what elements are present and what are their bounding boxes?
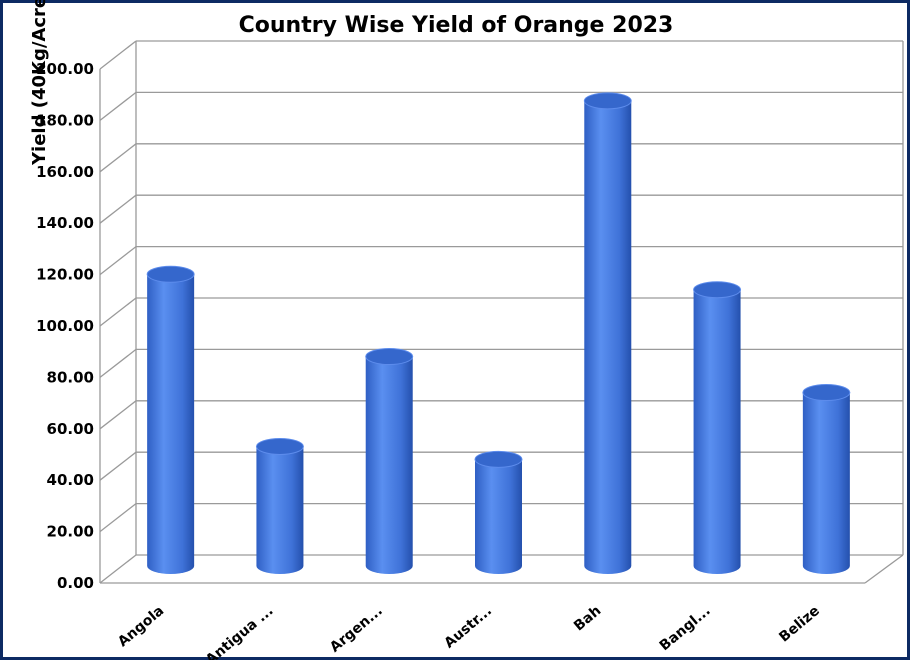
bar-body	[693, 289, 741, 574]
y-tick-label: 80.00	[47, 368, 94, 386]
y-tick-label: 140.00	[36, 214, 94, 232]
bar	[365, 348, 414, 574]
gridline-side	[99, 451, 137, 481]
y-tick-label: 160.00	[36, 163, 94, 181]
y-axis-label: Yield (40Kg/Acre)	[29, 0, 50, 166]
bar-body	[147, 274, 195, 574]
y-axis: 0.00 20.00 40.00 60.00 80.00 100.00 120.00 140.…	[36, 60, 94, 592]
y-tick-label: 100.00	[36, 317, 94, 335]
x-tick-label: Angola	[115, 603, 167, 650]
bar	[802, 384, 851, 574]
y-tick-label: 200.00	[36, 60, 94, 78]
y-tick-label: 180.00	[36, 111, 94, 129]
bar-body	[475, 459, 522, 574]
chart-title: Country Wise Yield of Orange 2023	[238, 13, 674, 38]
bar	[583, 92, 632, 574]
bar-top	[146, 265, 195, 283]
x-axis-labels: Angola Antigua ... Argen... Austr... Bah Bang…	[115, 603, 823, 660]
bar-top	[802, 384, 851, 402]
bar-body	[365, 356, 413, 574]
bar-body	[802, 392, 850, 574]
bar-top	[474, 450, 523, 468]
x-tick-label: Austr...	[441, 603, 495, 652]
bar	[146, 265, 195, 574]
bar-top	[693, 281, 742, 299]
gridline-side	[99, 400, 137, 430]
gridline-side	[99, 143, 137, 173]
gridline-side	[99, 246, 137, 276]
bar-top	[583, 92, 632, 110]
gridline-side	[99, 554, 137, 584]
gridline-side	[99, 194, 137, 224]
y-tick-label: 20.00	[47, 523, 94, 541]
bar	[255, 437, 304, 574]
floor-right-edge	[864, 554, 904, 584]
x-tick-label: Argen...	[327, 603, 386, 656]
gridline-side	[99, 503, 137, 533]
x-tick-label: Belize	[776, 603, 823, 646]
bar-top	[365, 348, 414, 366]
gridline-side	[99, 297, 137, 327]
x-tick-label: Antigua ...	[203, 603, 277, 660]
gridline-side	[99, 348, 137, 378]
bar	[693, 281, 742, 574]
y-tick-label: 40.00	[47, 471, 94, 489]
bars	[146, 92, 851, 574]
x-tick-label: Bah	[571, 603, 604, 635]
gridline-side	[99, 91, 137, 121]
bar	[474, 450, 523, 574]
bar-body	[256, 446, 304, 574]
y-tick-label: 0.00	[57, 574, 94, 592]
bar-body	[584, 100, 632, 574]
bar-top	[255, 437, 304, 455]
y-tick-label: 60.00	[47, 420, 94, 438]
y-tick-label: 120.00	[36, 266, 94, 284]
gridline-side	[99, 40, 137, 70]
x-tick-label: Bangl...	[657, 603, 714, 654]
